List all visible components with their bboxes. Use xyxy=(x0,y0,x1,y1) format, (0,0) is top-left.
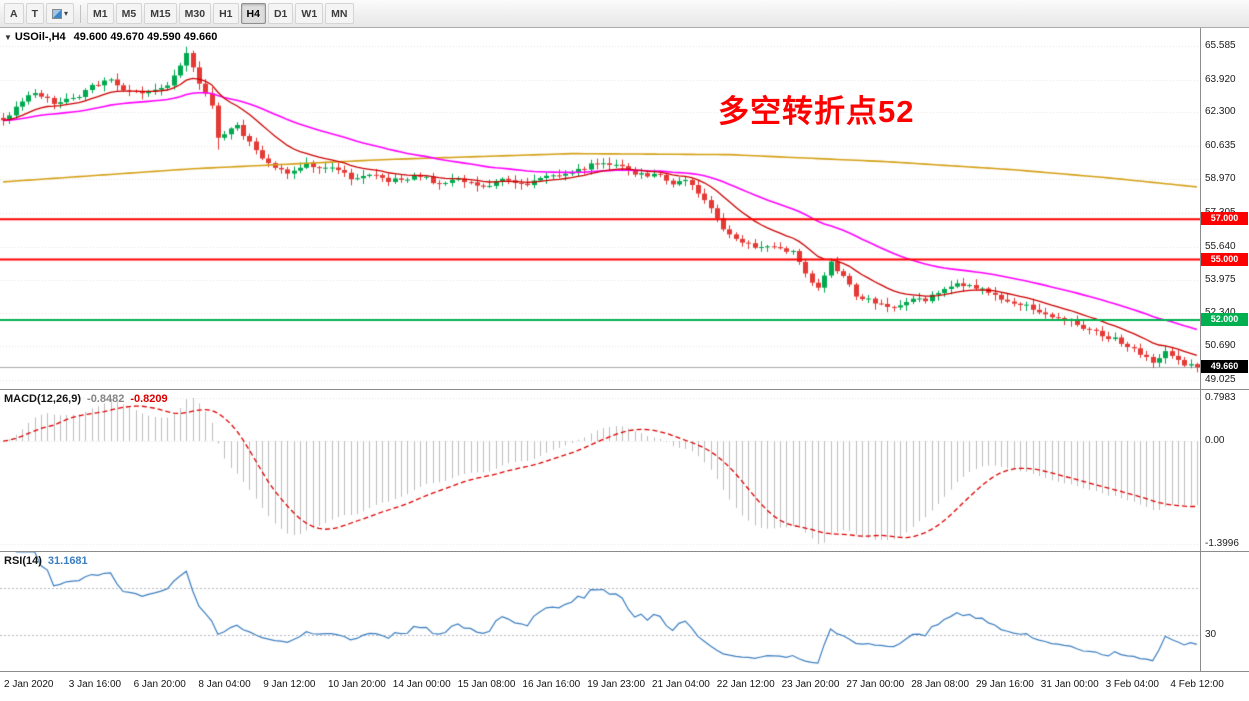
price-tick-label: 53.975 xyxy=(1205,274,1236,285)
rsi-chart-canvas[interactable] xyxy=(0,552,1200,671)
rsi-label: RSI(14) 31.1681 xyxy=(4,555,88,567)
toolbar-separator xyxy=(80,4,82,23)
hline-price-badge: 55.000 xyxy=(1201,253,1248,266)
price-tick-label: 55.640 xyxy=(1205,241,1236,252)
timeframe-button-m30[interactable]: M30 xyxy=(178,3,212,24)
toolbar: A T ▾ M1 M5 M15 M30 H1 H4 D1 W1 MN xyxy=(0,0,1249,28)
time-axis-label: 9 Jan 12:00 xyxy=(263,679,316,690)
drawing-objects-dropdown-button[interactable]: ▾ xyxy=(46,3,75,24)
rsi-value: 31.1681 xyxy=(47,555,88,567)
time-axis-label: 19 Jan 23:00 xyxy=(587,679,646,690)
macd-chart-canvas[interactable] xyxy=(0,390,1200,551)
time-axis-label: 16 Jan 16:00 xyxy=(522,679,581,690)
timeframe-button-m1[interactable]: M1 xyxy=(87,3,114,24)
timeframe-button-m15[interactable]: M15 xyxy=(144,3,177,24)
macd-signal-value: -0.8209 xyxy=(130,393,168,405)
time-axis-label: 14 Jan 00:00 xyxy=(392,679,451,690)
price-tick-label: 65.585 xyxy=(1205,40,1236,51)
time-axis-label: 29 Jan 16:00 xyxy=(976,679,1034,690)
dropdown-caret-icon: ▾ xyxy=(64,9,69,18)
time-axis-label: 23 Jan 20:00 xyxy=(781,679,840,690)
macd-main-value: -0.8482 xyxy=(87,393,125,405)
rsi-tick-label: 30 xyxy=(1205,629,1217,640)
time-axis-label: 15 Jan 08:00 xyxy=(457,679,516,690)
price-tick-label: 58.970 xyxy=(1205,173,1236,184)
hline-price-badge: 57.000 xyxy=(1201,212,1248,225)
time-axis-label: 3 Jan 16:00 xyxy=(68,679,122,690)
price-tick-label: 62.300 xyxy=(1205,106,1236,117)
macd-indicator-panel: 0.7983 0.00 -1.3996 MACD(12,26,9) -0.8482 -0… xyxy=(0,390,1249,552)
timeframe-button-mn[interactable]: MN xyxy=(325,3,354,24)
macd-tick-label: 0.00 xyxy=(1205,435,1225,446)
timeframe-button-h4[interactable]: H4 xyxy=(240,3,266,24)
timeframe-button-m5[interactable]: M5 xyxy=(115,3,143,24)
price-axis-divider xyxy=(1200,28,1201,672)
time-axis-label: 31 Jan 00:00 xyxy=(1040,679,1099,690)
price-tick-label: 57.305 xyxy=(1205,207,1236,218)
main-chart-panel: 65.585 63.920 62.300 60.635 58.970 57.305 55.6… xyxy=(0,28,1249,390)
timeframe-button-h1[interactable]: H1 xyxy=(213,3,239,24)
rsi-indicator-panel: 30 RSI(14) 31.1681 xyxy=(0,552,1249,672)
price-tick-label: 63.920 xyxy=(1205,74,1236,85)
symbol-ohlc-label: ▼ USOil-,H4 49.600 49.670 49.590 49.660 xyxy=(4,31,217,43)
time-axis-label: 10 Jan 20:00 xyxy=(328,679,386,690)
price-tick-label: 49.025 xyxy=(1205,374,1236,385)
ohlc-values: 49.600 49.670 49.590 49.660 xyxy=(73,31,218,43)
symbol-timeframe-label: USOil-,H4 xyxy=(14,31,66,43)
chart-annotation-text[interactable]: 多空转折点52 xyxy=(718,94,915,129)
price-chart-canvas[interactable] xyxy=(0,28,1200,389)
price-tick-label: 50.690 xyxy=(1205,340,1236,351)
macd-tick-label: -1.3996 xyxy=(1205,538,1239,549)
chart-area: 65.585 63.920 62.300 60.635 58.970 57.305 55.6… xyxy=(0,28,1249,701)
time-axis-label: 3 Feb 04:00 xyxy=(1105,679,1159,690)
time-axis-label: 28 Jan 08:00 xyxy=(911,679,970,690)
time-axis-label: 2 Jan 2020 xyxy=(4,679,54,690)
last-price-badge: 49.660 xyxy=(1201,360,1248,373)
time-axis-label: 21 Jan 04:00 xyxy=(652,679,710,690)
timeframe-button-w1[interactable]: W1 xyxy=(295,3,324,24)
time-axis-label: 6 Jan 20:00 xyxy=(133,679,186,690)
chart-dropdown-icon[interactable]: ▼ xyxy=(4,33,12,42)
rsi-name: RSI(14) xyxy=(4,555,42,567)
text-cursor-tool-button[interactable]: T xyxy=(25,3,45,24)
time-axis-label: 22 Jan 12:00 xyxy=(716,679,775,690)
price-tick-label: 52.340 xyxy=(1205,307,1236,318)
hline-price-badge: 52.000 xyxy=(1201,313,1248,326)
macd-label: MACD(12,26,9) -0.8482 -0.8209 xyxy=(4,393,168,405)
time-axis-label: 27 Jan 00:00 xyxy=(846,679,905,690)
timeframe-button-d1[interactable]: D1 xyxy=(267,3,294,24)
macd-name: MACD(12,26,9) xyxy=(4,393,82,405)
macd-tick-label: 0.7983 xyxy=(1205,392,1236,403)
time-axis[interactable]: 2 Jan 2020 3 Jan 16:00 6 Jan 20:00 8 Jan 04… xyxy=(0,672,1249,701)
time-axis-label: 4 Feb 12:00 xyxy=(1170,679,1224,690)
price-tick-label: 60.635 xyxy=(1205,140,1236,151)
font-label-tool-button[interactable]: A xyxy=(4,3,24,24)
time-axis-label: 8 Jan 04:00 xyxy=(198,679,251,690)
drawing-tool-icon xyxy=(52,8,63,19)
